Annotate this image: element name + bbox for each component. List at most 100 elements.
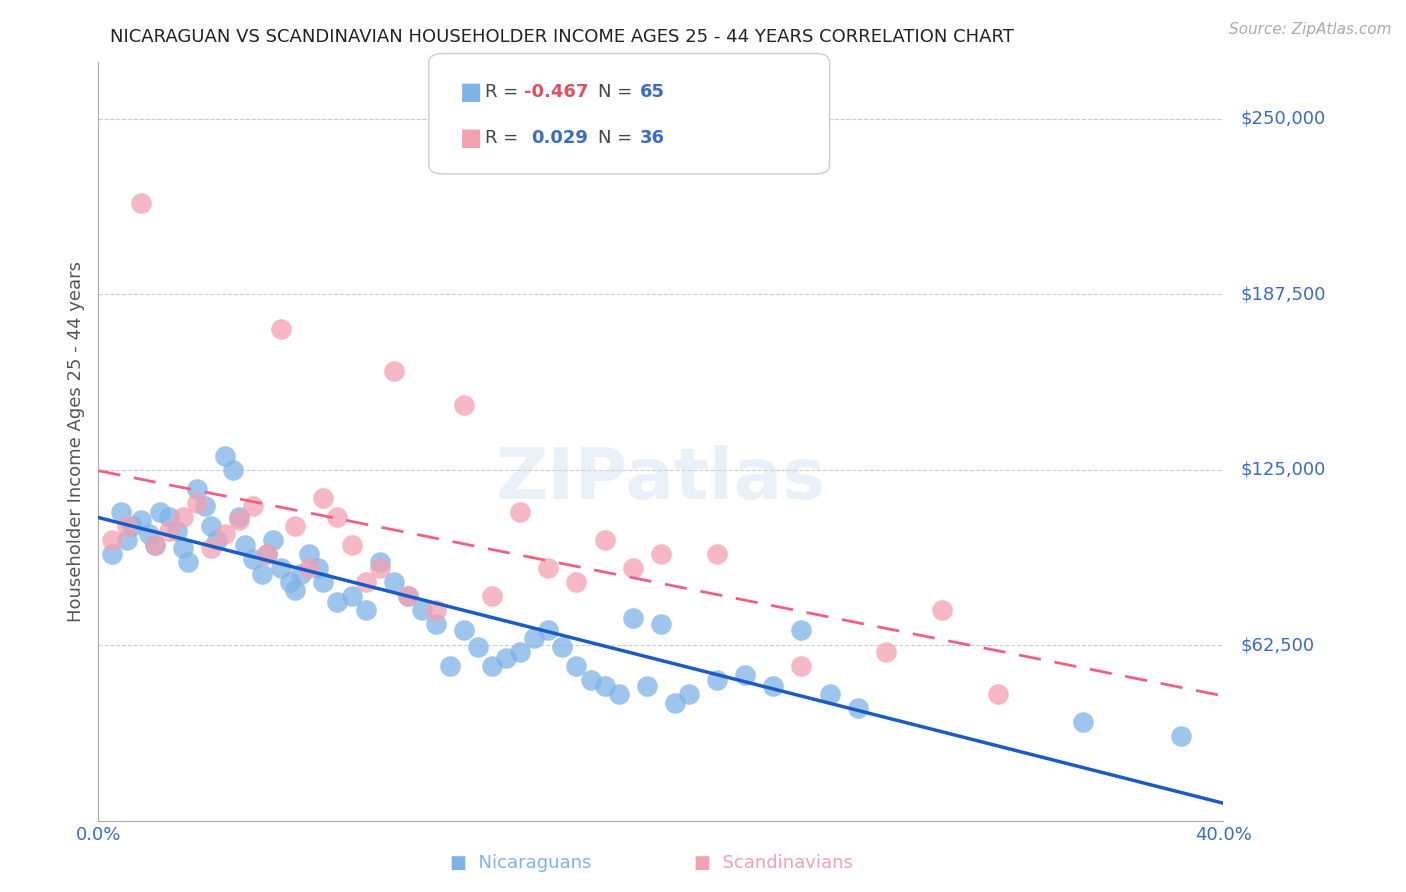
Point: [593, 679, 616, 693]
Point: [551, 640, 574, 654]
Text: Source: ZipAtlas.com: Source: ZipAtlas.com: [1229, 22, 1392, 37]
Point: [307, 561, 329, 575]
Point: [509, 505, 531, 519]
Point: [256, 547, 278, 561]
Point: [650, 547, 672, 561]
Point: [565, 574, 588, 589]
Point: [101, 533, 124, 547]
Point: [734, 667, 756, 681]
Point: [143, 538, 166, 552]
Text: 0.029: 0.029: [531, 129, 588, 147]
Point: [636, 679, 658, 693]
Point: [1071, 715, 1094, 730]
Point: [382, 574, 405, 589]
Point: [875, 645, 897, 659]
Text: ■: ■: [460, 127, 482, 150]
Point: [186, 496, 208, 510]
Point: [621, 561, 644, 575]
Point: [706, 547, 728, 561]
Point: [579, 673, 602, 688]
Text: R =: R =: [485, 83, 524, 101]
Point: [481, 589, 503, 603]
Point: [678, 687, 700, 701]
Text: $250,000: $250,000: [1240, 110, 1326, 128]
Text: 65: 65: [640, 83, 665, 101]
Point: [467, 640, 489, 654]
Point: [340, 589, 363, 603]
Point: [354, 574, 377, 589]
Point: [242, 499, 264, 513]
Point: [664, 696, 686, 710]
Point: [312, 491, 335, 505]
Point: [121, 518, 143, 533]
Point: [621, 611, 644, 625]
Point: [115, 533, 138, 547]
Point: [222, 462, 245, 476]
Point: [172, 541, 194, 556]
Point: [129, 195, 152, 210]
Point: [650, 617, 672, 632]
Point: [368, 561, 391, 575]
Point: [138, 527, 160, 541]
Point: [382, 364, 405, 378]
Point: [987, 687, 1010, 701]
Point: [396, 589, 419, 603]
Point: [537, 623, 560, 637]
Point: [396, 589, 419, 603]
Text: -0.467: -0.467: [524, 83, 589, 101]
Point: [278, 574, 301, 589]
Point: [172, 510, 194, 524]
Point: [790, 623, 813, 637]
Point: [425, 617, 447, 632]
Point: [270, 561, 292, 575]
Point: [262, 533, 284, 547]
Point: [228, 513, 250, 527]
Point: [439, 659, 461, 673]
Text: N =: N =: [598, 129, 637, 147]
Point: [298, 547, 321, 561]
Point: [129, 513, 152, 527]
Point: [846, 701, 869, 715]
Point: [186, 483, 208, 497]
Point: [290, 566, 312, 581]
Point: [242, 552, 264, 566]
Point: [166, 524, 188, 539]
Text: ■  Scandinavians: ■ Scandinavians: [695, 855, 852, 872]
Point: [326, 594, 349, 608]
Point: [326, 510, 349, 524]
Point: [1170, 730, 1192, 744]
Point: [284, 583, 307, 598]
Point: [115, 518, 138, 533]
Point: [214, 527, 236, 541]
Point: [149, 505, 172, 519]
Point: [101, 547, 124, 561]
Text: $187,500: $187,500: [1240, 285, 1326, 303]
Text: N =: N =: [598, 83, 637, 101]
Point: [233, 538, 256, 552]
Point: [565, 659, 588, 673]
Point: [250, 566, 273, 581]
Point: [340, 538, 363, 552]
Point: [194, 499, 217, 513]
Point: [453, 623, 475, 637]
Text: R =: R =: [485, 129, 530, 147]
Point: [228, 510, 250, 524]
Text: $62,500: $62,500: [1240, 636, 1315, 654]
Text: ZIPatlas: ZIPatlas: [496, 445, 825, 514]
Text: ■  Nicaraguans: ■ Nicaraguans: [450, 855, 591, 872]
Point: [453, 398, 475, 412]
Point: [425, 603, 447, 617]
Text: 36: 36: [640, 129, 665, 147]
Point: [157, 524, 180, 539]
Point: [523, 631, 546, 645]
Point: [284, 518, 307, 533]
Point: [509, 645, 531, 659]
Point: [354, 603, 377, 617]
Point: [205, 533, 228, 547]
Point: [110, 505, 132, 519]
Point: [762, 679, 785, 693]
Point: [256, 547, 278, 561]
Point: [298, 561, 321, 575]
Point: [481, 659, 503, 673]
Text: ■: ■: [460, 80, 482, 103]
